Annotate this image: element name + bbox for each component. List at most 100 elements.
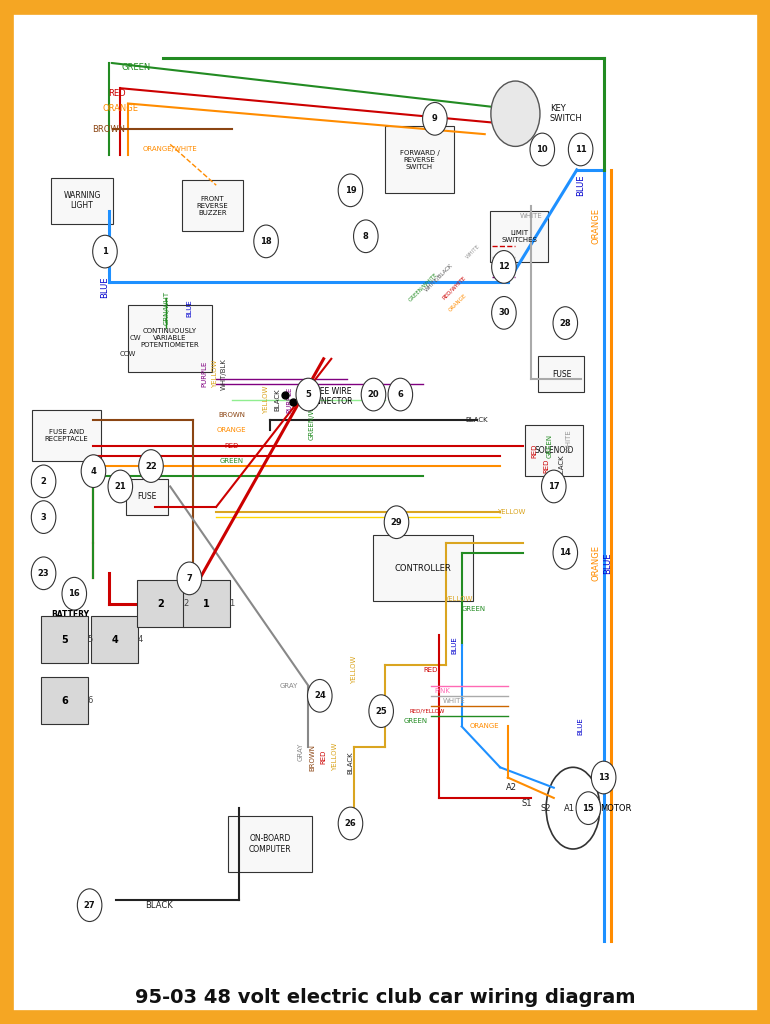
- Text: 5: 5: [306, 390, 311, 399]
- Text: YELLOW: YELLOW: [263, 385, 269, 414]
- Text: FRONT
REVERSE
BUZZER: FRONT REVERSE BUZZER: [196, 196, 228, 216]
- Text: ORANGE: ORANGE: [470, 724, 500, 729]
- Text: 22: 22: [145, 462, 157, 471]
- FancyBboxPatch shape: [32, 410, 101, 461]
- Text: ORANGE/WHITE: ORANGE/WHITE: [142, 146, 198, 153]
- FancyBboxPatch shape: [52, 177, 112, 223]
- Text: 14: 14: [560, 548, 571, 557]
- Text: BLACK: BLACK: [558, 455, 564, 477]
- Text: PURPLE: PURPLE: [286, 386, 292, 413]
- Text: ORANGE: ORANGE: [448, 293, 468, 312]
- FancyBboxPatch shape: [490, 211, 548, 262]
- Text: 13: 13: [598, 773, 610, 782]
- Text: GREEN: GREEN: [461, 606, 485, 612]
- Text: 4: 4: [111, 635, 118, 645]
- Text: ORANGE: ORANGE: [591, 545, 601, 581]
- Text: ON-BOARD
COMPUTER: ON-BOARD COMPUTER: [249, 835, 291, 854]
- Text: 21: 21: [115, 482, 126, 490]
- Circle shape: [77, 889, 102, 922]
- Text: 25: 25: [375, 707, 387, 716]
- Text: 17: 17: [548, 482, 560, 490]
- Text: 4: 4: [137, 635, 142, 644]
- Text: 26: 26: [345, 819, 357, 828]
- Circle shape: [388, 378, 413, 411]
- Text: 2: 2: [183, 599, 189, 608]
- Text: SOLENOID: SOLENOID: [534, 446, 574, 456]
- Text: BATTERY
BANK: BATTERY BANK: [52, 609, 89, 629]
- Text: LIMIT
SWITCHES: LIMIT SWITCHES: [501, 229, 537, 243]
- Circle shape: [307, 680, 332, 712]
- FancyBboxPatch shape: [373, 535, 474, 601]
- Text: YELLOW: YELLOW: [212, 360, 218, 388]
- Circle shape: [361, 378, 386, 411]
- Text: GRAY: GRAY: [298, 742, 303, 761]
- Text: 30: 30: [498, 308, 510, 317]
- Text: WHITE/BLACK: WHITE/BLACK: [424, 262, 454, 292]
- Text: RED: RED: [320, 750, 326, 764]
- Text: GREEN/WHITE: GREEN/WHITE: [309, 390, 315, 439]
- Circle shape: [62, 578, 86, 610]
- Circle shape: [491, 297, 516, 329]
- FancyBboxPatch shape: [228, 816, 312, 872]
- Text: 11: 11: [574, 145, 587, 154]
- Text: RED: RED: [108, 89, 126, 98]
- Text: GREEN: GREEN: [219, 458, 243, 464]
- FancyBboxPatch shape: [182, 180, 243, 231]
- Text: 5: 5: [87, 635, 92, 644]
- Text: RED: RED: [224, 442, 239, 449]
- Text: 10: 10: [537, 145, 548, 154]
- Text: FUSE: FUSE: [552, 370, 571, 379]
- Text: BLUE: BLUE: [576, 174, 585, 196]
- Text: FORWARD /
REVERSE
SWITCH: FORWARD / REVERSE SWITCH: [400, 150, 440, 170]
- Text: GREEN: GREEN: [403, 719, 428, 724]
- Text: WHITE: WHITE: [520, 213, 542, 219]
- Text: YELLOW: YELLOW: [332, 742, 338, 771]
- Text: YELLOW: YELLOW: [444, 596, 472, 602]
- Circle shape: [296, 378, 320, 411]
- Text: 24: 24: [314, 691, 326, 700]
- Circle shape: [568, 133, 593, 166]
- Text: BLUE: BLUE: [603, 552, 612, 573]
- FancyBboxPatch shape: [42, 678, 88, 724]
- Text: PURPLE: PURPLE: [202, 360, 208, 387]
- Text: PINK: PINK: [434, 688, 450, 693]
- Circle shape: [338, 174, 363, 207]
- Text: KEY
SWITCH: KEY SWITCH: [550, 104, 583, 124]
- Text: RED: RED: [543, 459, 549, 473]
- Text: TYPICAL
5 PLACES: TYPICAL 5 PLACES: [92, 633, 126, 646]
- Circle shape: [491, 81, 540, 146]
- Circle shape: [177, 562, 202, 595]
- FancyBboxPatch shape: [183, 581, 230, 628]
- Text: 95-03 48 volt electric club car wiring diagram: 95-03 48 volt electric club car wiring d…: [135, 988, 635, 1008]
- Text: CONTROLLER: CONTROLLER: [395, 563, 452, 572]
- FancyBboxPatch shape: [91, 616, 138, 664]
- Circle shape: [108, 470, 132, 503]
- Text: YELLOW: YELLOW: [497, 509, 526, 515]
- Text: BLACK: BLACK: [145, 901, 172, 909]
- Text: FUSE: FUSE: [138, 493, 157, 501]
- Text: GRN/WHT: GRN/WHT: [163, 291, 169, 325]
- Text: CCW: CCW: [120, 350, 136, 356]
- Circle shape: [491, 251, 516, 284]
- Text: BROWN: BROWN: [218, 412, 245, 418]
- Circle shape: [32, 465, 56, 498]
- Text: 28: 28: [560, 318, 571, 328]
- Text: 29: 29: [390, 518, 402, 526]
- Text: 6: 6: [87, 696, 92, 706]
- Text: BROWN: BROWN: [92, 125, 126, 133]
- Text: 23: 23: [38, 568, 49, 578]
- Text: ORANGE: ORANGE: [216, 427, 246, 433]
- Text: BLUE: BLUE: [572, 152, 590, 158]
- Text: 6: 6: [397, 390, 403, 399]
- Text: 3: 3: [41, 513, 46, 521]
- Text: S1: S1: [522, 799, 532, 808]
- Text: 15: 15: [582, 804, 594, 813]
- Text: 19: 19: [345, 185, 357, 195]
- Text: CW: CW: [130, 336, 142, 341]
- Text: ORANGE: ORANGE: [591, 208, 601, 244]
- Circle shape: [254, 225, 279, 258]
- Text: BLUE: BLUE: [186, 299, 192, 316]
- Text: 1: 1: [102, 247, 108, 256]
- Circle shape: [338, 807, 363, 840]
- Text: 4: 4: [91, 467, 96, 476]
